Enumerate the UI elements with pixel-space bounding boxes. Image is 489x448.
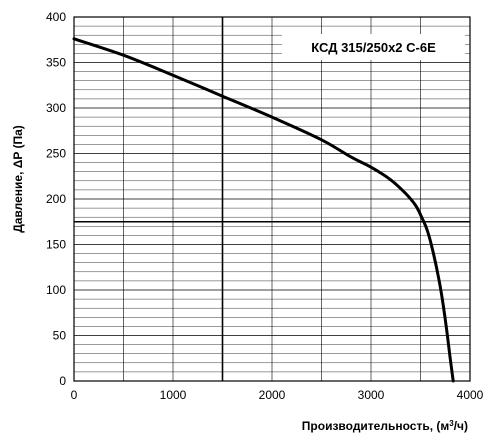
x-tick-label: 0 (71, 388, 78, 402)
pressure-flow-curve (72, 37, 455, 383)
x-tick-label: 4000 (457, 388, 484, 402)
x-tick-label: 3000 (358, 388, 385, 402)
reference-lines (74, 17, 470, 381)
x-tick-label: 1000 (160, 388, 187, 402)
y-tick-label: 0 (59, 374, 66, 388)
grid-lines (74, 17, 470, 381)
plot-frame (73, 16, 471, 382)
x-axis-title: Производительность, (м3/ч) (302, 419, 468, 434)
x-tick-labels: 0 1000 2000 3000 4000 (71, 388, 484, 402)
y-tick-label: 250 (46, 147, 66, 161)
y-axis-title: Давление, ΔP (Па) (11, 125, 25, 233)
y-tick-labels: 0 50 100 150 200 250 300 350 400 (46, 10, 66, 388)
x-tick-label: 2000 (259, 388, 286, 402)
y-tick-label: 100 (46, 283, 66, 297)
y-tick-label: 300 (46, 101, 66, 115)
y-tick-label: 400 (46, 10, 66, 24)
y-tick-label: 200 (46, 192, 66, 206)
y-tick-label: 50 (53, 329, 67, 343)
y-tick-label: 150 (46, 238, 66, 252)
y-tick-label: 350 (46, 56, 66, 70)
chart-title: КСД 315/250х2 С-6Е (311, 40, 436, 55)
model-label-box (282, 34, 465, 60)
